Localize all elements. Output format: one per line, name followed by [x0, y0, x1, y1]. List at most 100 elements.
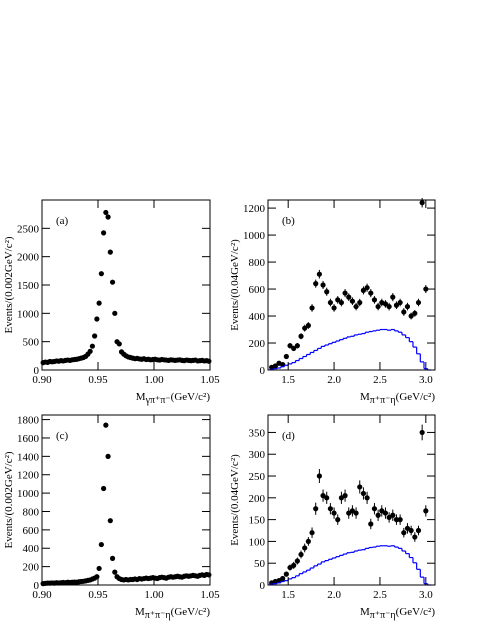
data-point: [353, 510, 359, 516]
x-axis-label: Mπ⁺π⁻η(GeV/c²): [135, 606, 210, 621]
x-tick-label: 1.5: [281, 589, 295, 601]
data-point: [349, 298, 356, 304]
data-point: [309, 305, 315, 311]
y-tick-label: 600: [23, 525, 40, 537]
data-point: [331, 305, 337, 311]
data-point: [324, 495, 330, 501]
panel-label: (d): [282, 430, 295, 442]
data-point: [101, 485, 107, 492]
data-point: [419, 429, 425, 436]
y-tick-label: 50: [254, 558, 266, 570]
y-tick-label: 1600: [17, 433, 40, 445]
y-tick-label: 1800: [17, 415, 40, 427]
data-point: [96, 300, 102, 306]
data-point: [423, 508, 429, 514]
data-point: [94, 316, 100, 322]
y-tick-label: 1000: [17, 488, 40, 500]
y-tick-label: 0: [34, 365, 40, 377]
x-label-sub: π⁺π⁻η: [145, 610, 171, 621]
data-point: [393, 302, 400, 308]
x-tick-label: 2.0: [327, 374, 341, 386]
y-axis-label: Events/(0.04GeV/c²): [229, 239, 241, 331]
y-tick-label: 800: [23, 506, 40, 518]
data-point: [92, 333, 98, 339]
x-label-main: M: [360, 606, 370, 618]
data-point: [313, 506, 319, 512]
data-point: [327, 299, 333, 306]
data-point: [364, 285, 370, 291]
y-tick-label: 200: [249, 338, 266, 350]
data-point: [294, 343, 300, 349]
data-point: [298, 551, 304, 558]
y-axis-label: Events/(0.002GeV/c²): [3, 236, 15, 333]
data-point: [357, 299, 363, 306]
data-point: [397, 517, 403, 523]
y-tick-label: 1000: [17, 308, 40, 320]
x-label-sub: γπ⁺π⁻: [145, 395, 171, 406]
data-point: [371, 506, 378, 512]
data-point: [357, 484, 363, 490]
data-point: [107, 518, 113, 524]
data-point: [412, 534, 418, 540]
data-point: [324, 289, 330, 295]
y-tick-label: 300: [249, 449, 266, 461]
x-tick-label: 0.90: [32, 589, 52, 601]
panel-label: (c): [56, 430, 69, 442]
y-tick-label: 350: [249, 427, 266, 439]
x-tick-label: 2.5: [373, 374, 387, 386]
x-axis-label: Mγπ⁺π⁻(GeV/c²): [136, 391, 211, 406]
data-point: [116, 341, 122, 347]
data-point: [298, 333, 304, 339]
y-tick-label: 800: [249, 257, 266, 269]
y-tick-label: 250: [249, 471, 266, 483]
x-tick-label: 1.00: [144, 589, 164, 601]
data-point: [109, 279, 116, 285]
panel-label: (a): [56, 215, 69, 227]
data-point: [327, 506, 333, 512]
y-tick-label: 1400: [17, 451, 40, 463]
data-point: [305, 322, 311, 329]
data-point: [382, 301, 389, 307]
y-tick-label: 200: [23, 562, 40, 574]
x-tick-label: 1.05: [200, 374, 220, 386]
data-point: [302, 545, 308, 551]
panel-label: (b): [282, 215, 295, 227]
data-point: [397, 299, 403, 306]
y-tick-label: 500: [23, 337, 40, 349]
data-point: [294, 558, 300, 564]
data-point: [364, 495, 370, 501]
data-point: [291, 562, 297, 568]
x-axis-label: Mπ⁺π⁻η(GeV/c²): [360, 391, 435, 406]
data-point: [305, 538, 311, 545]
data-point: [287, 343, 293, 349]
data-point: [98, 271, 104, 277]
x-tick-label: 0.90: [32, 374, 52, 386]
y-tick-label: 0: [260, 365, 266, 377]
y-tick-label: 1200: [17, 470, 40, 482]
data-point: [206, 358, 212, 364]
data-point: [412, 310, 418, 316]
x-label-unit: (GeV/c²): [171, 391, 211, 403]
data-point: [368, 521, 374, 527]
data-point: [89, 343, 95, 349]
y-tick-label: 150: [249, 515, 266, 527]
data-point: [316, 271, 322, 277]
y-tick-label: 1000: [243, 230, 266, 242]
data-point: [107, 249, 113, 255]
data-point: [335, 297, 341, 303]
x-tick-label: 1.05: [200, 589, 220, 601]
plot-frame: [267, 199, 436, 371]
x-label-unit: (GeV/c²): [171, 606, 211, 618]
x-tick-label: 3.0: [419, 374, 433, 386]
data-point: [112, 569, 118, 575]
y-tick-label: 400: [23, 543, 40, 555]
x-tick-label: 2.0: [327, 589, 341, 601]
data-point: [342, 290, 348, 296]
plot-frame: [41, 414, 211, 586]
data-point: [112, 310, 118, 316]
data-point: [360, 490, 367, 497]
data-point: [272, 363, 278, 369]
x-label-sub: π⁺π⁻η: [370, 395, 396, 406]
x-axis-label: Mπ⁺π⁻η(GeV/c²): [360, 606, 435, 621]
data-point: [335, 517, 341, 523]
